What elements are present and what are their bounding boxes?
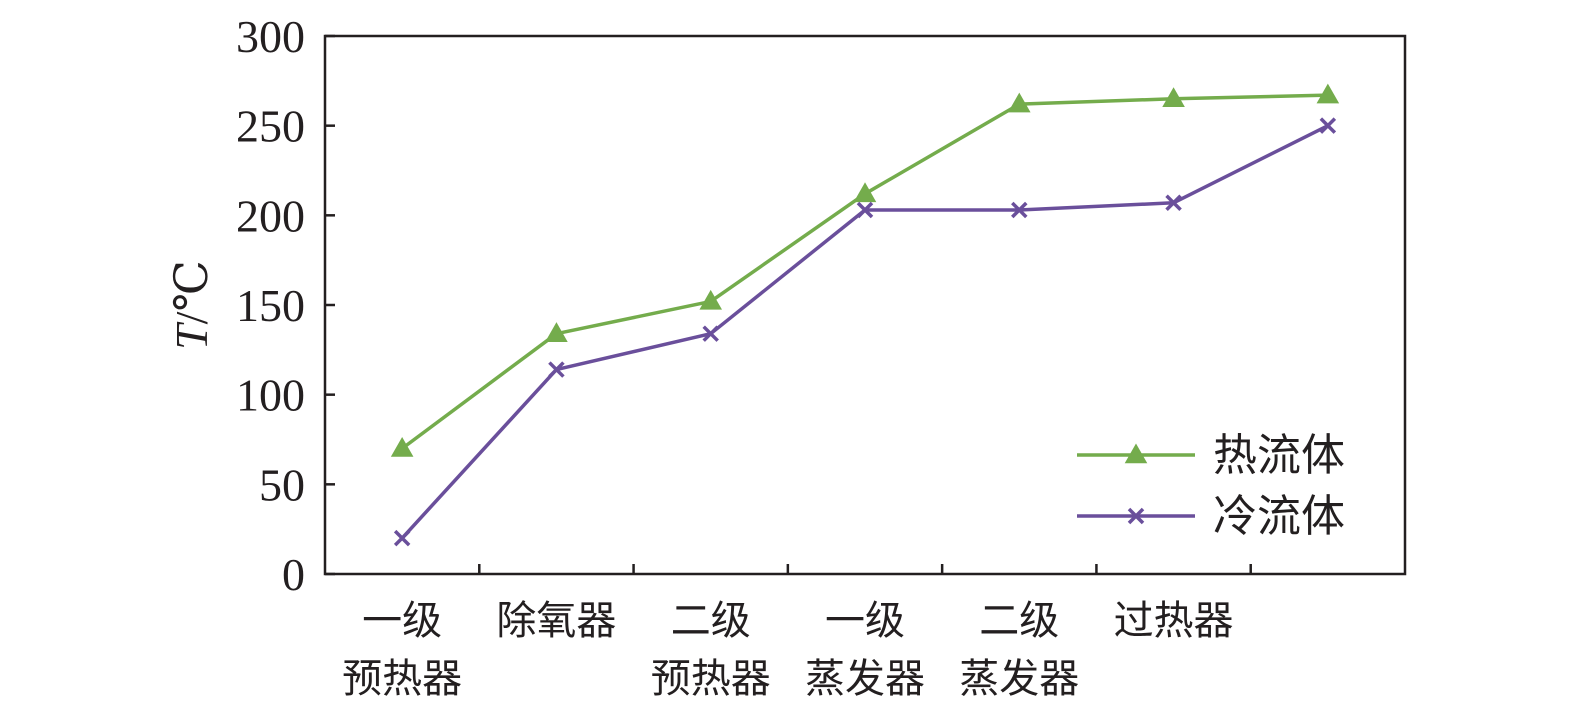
x-category-label-line1: 一级 <box>825 598 905 644</box>
y-tick-label: 200 <box>236 190 305 241</box>
y-axis: 0 50 100 150 200 250 300 <box>236 11 335 600</box>
data-point-marker <box>1011 201 1028 219</box>
data-point-marker <box>702 325 719 342</box>
series-line <box>401 93 1328 450</box>
x-category-label-line1: 一级 <box>362 598 442 644</box>
x-category-label-line2: 蒸发器 <box>805 656 925 702</box>
y-tick-label: 250 <box>236 101 305 152</box>
y-tick-label: 150 <box>236 280 305 331</box>
x-category-label-line1: 二级 <box>671 598 751 644</box>
data-point-marker <box>1162 87 1185 108</box>
legend-item: 热流体 <box>1077 430 1345 481</box>
data-point-marker <box>545 322 568 342</box>
data-point-marker <box>548 361 565 378</box>
legend-label: 冷流体 <box>1213 491 1345 542</box>
data-point-marker <box>1316 83 1340 104</box>
y-axis-title: T/℃ <box>166 260 217 350</box>
y-axis-variable: T <box>166 321 217 350</box>
x-category-label-line2: 蒸发器 <box>959 656 1079 702</box>
y-tick-label: 0 <box>282 549 305 600</box>
data-point-marker <box>393 529 411 547</box>
legend-swatch-marker <box>1127 507 1145 525</box>
x-category-label-line1: 过热器 <box>1114 598 1234 644</box>
x-category-label-line1: 除氧器 <box>496 598 616 644</box>
data-point-marker <box>1007 92 1031 113</box>
y-tick-label: 300 <box>236 11 305 62</box>
x-category-label-line2: 预热器 <box>651 656 771 702</box>
series-hot-fluid <box>390 83 1340 457</box>
data-point-marker <box>699 289 723 310</box>
data-point-marker <box>853 182 877 203</box>
data-point-marker <box>390 436 414 457</box>
series-cold-fluid <box>393 117 1337 547</box>
data-point-marker <box>1319 117 1337 134</box>
y-axis-unit: /℃ <box>166 260 217 324</box>
series-layer <box>390 83 1340 547</box>
data-point-marker <box>1165 194 1182 212</box>
x-category-label-line2: 预热器 <box>342 656 462 702</box>
data-point-marker <box>856 201 874 219</box>
legend-swatch-marker <box>1124 443 1148 464</box>
legend-label: 热流体 <box>1213 430 1345 481</box>
y-tick-label: 50 <box>259 459 305 510</box>
legend-item: 冷流体 <box>1077 491 1345 542</box>
y-tick-label: 100 <box>236 370 305 421</box>
x-category-label-line1: 二级 <box>979 598 1059 644</box>
